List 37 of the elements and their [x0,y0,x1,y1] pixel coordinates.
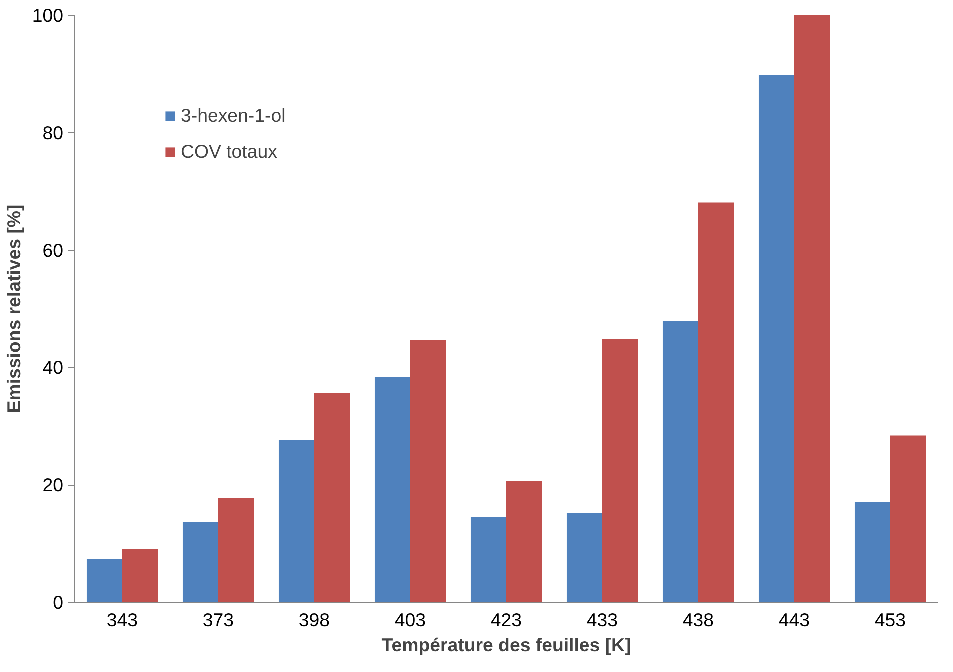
bar [758,75,794,602]
bar [470,517,506,602]
y-tick-label: 0 [53,592,64,613]
x-tick-label: 438 [682,610,714,630]
y-tick-label: 100 [32,5,64,26]
y-axis-title: Emissions relatives [%] [3,204,24,414]
bar [218,498,254,602]
x-tick-label: 443 [778,610,810,630]
bar [698,202,734,602]
bar [314,392,350,602]
bar [86,559,122,602]
x-tick-label: 433 [586,610,618,630]
bar [182,522,218,602]
bar [122,549,158,602]
y-tick-label: 60 [42,240,64,261]
x-tick-label: 343 [106,610,138,630]
bar [794,16,830,602]
x-axis-title: Température des feuilles [K] [382,634,632,656]
bar [566,513,602,602]
legend-label: 3-hexen-1-ol [181,105,286,127]
bar [854,502,890,602]
x-tick-label: 373 [202,610,234,630]
bar [890,436,926,602]
x-tick-label: 403 [394,610,426,630]
bar [374,377,410,602]
bar [410,340,446,602]
legend-label: COV totaux [181,141,278,163]
x-tick-label: 423 [490,610,522,630]
x-tick-label: 398 [298,610,330,630]
y-tick-label: 20 [42,474,64,496]
bar [506,480,542,602]
x-tick-label: 453 [874,610,906,630]
bar [602,340,638,602]
y-tick-label: 40 [42,357,64,378]
bar [278,440,314,602]
bar [662,321,698,602]
y-tick-label: 80 [42,122,64,144]
